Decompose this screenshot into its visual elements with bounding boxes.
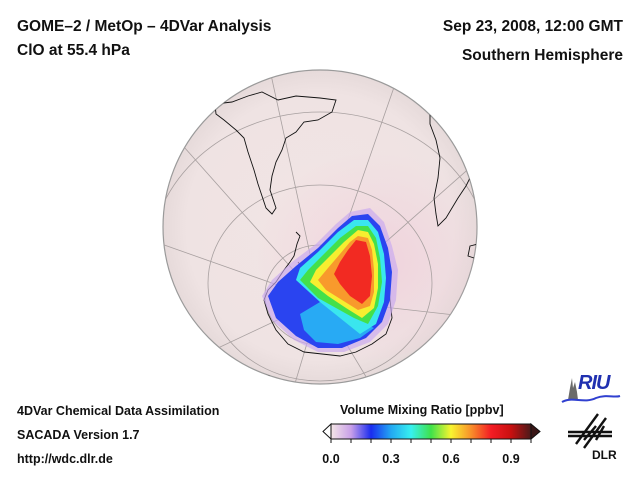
- riu-logo-text: RIU: [578, 372, 610, 394]
- colorbar: [322, 422, 541, 443]
- footer-line-1: 4DVar Chemical Data Assimilation: [17, 404, 220, 418]
- dlr-logo: [568, 413, 612, 449]
- hemisphere-label: Southern Hemisphere: [461, 47, 623, 64]
- latitude-line: [163, 111, 477, 384]
- colorbar-tick-label: 0.3: [382, 452, 400, 466]
- map-title: GOME–2 / MetOp – 4DVar Analysis: [17, 18, 272, 35]
- dlr-emblem-icon: [568, 413, 612, 449]
- field-lightblue: [300, 302, 374, 344]
- dlr-logo-text: DLR: [592, 448, 617, 462]
- colorbar-ticks: [330, 439, 532, 443]
- riu-logo: [561, 378, 621, 403]
- footer-line-2: SACADA Version 1.7: [17, 428, 140, 442]
- coast-australia: [299, 383, 372, 384]
- colorbar-tick-label: 0.6: [442, 452, 460, 466]
- cathedral-icon: [568, 378, 578, 400]
- map-subtitle: ClO at 55.4 hPa: [17, 42, 130, 59]
- date-label: Sep 23, 2008, 12:00 GMT: [442, 18, 623, 35]
- footer-url: http://wdc.dlr.de: [17, 452, 113, 466]
- colorbar-min-arrow: [322, 422, 332, 441]
- colorbar-tick-label: 0.9: [502, 452, 520, 466]
- river-wave-icon: [561, 395, 621, 403]
- latitude-line: [207, 184, 433, 382]
- continent-south-america: [214, 91, 337, 215]
- colorbar-bar: [330, 423, 532, 440]
- field-red: [334, 240, 372, 304]
- globe: [162, 69, 478, 385]
- colorbar-max-arrow: [530, 422, 541, 441]
- colorbar-tick-label: 0.0: [322, 452, 340, 466]
- clo-field: [262, 208, 398, 352]
- colorbar-title: Volume Mixing Ratio [ppbv]: [340, 403, 504, 417]
